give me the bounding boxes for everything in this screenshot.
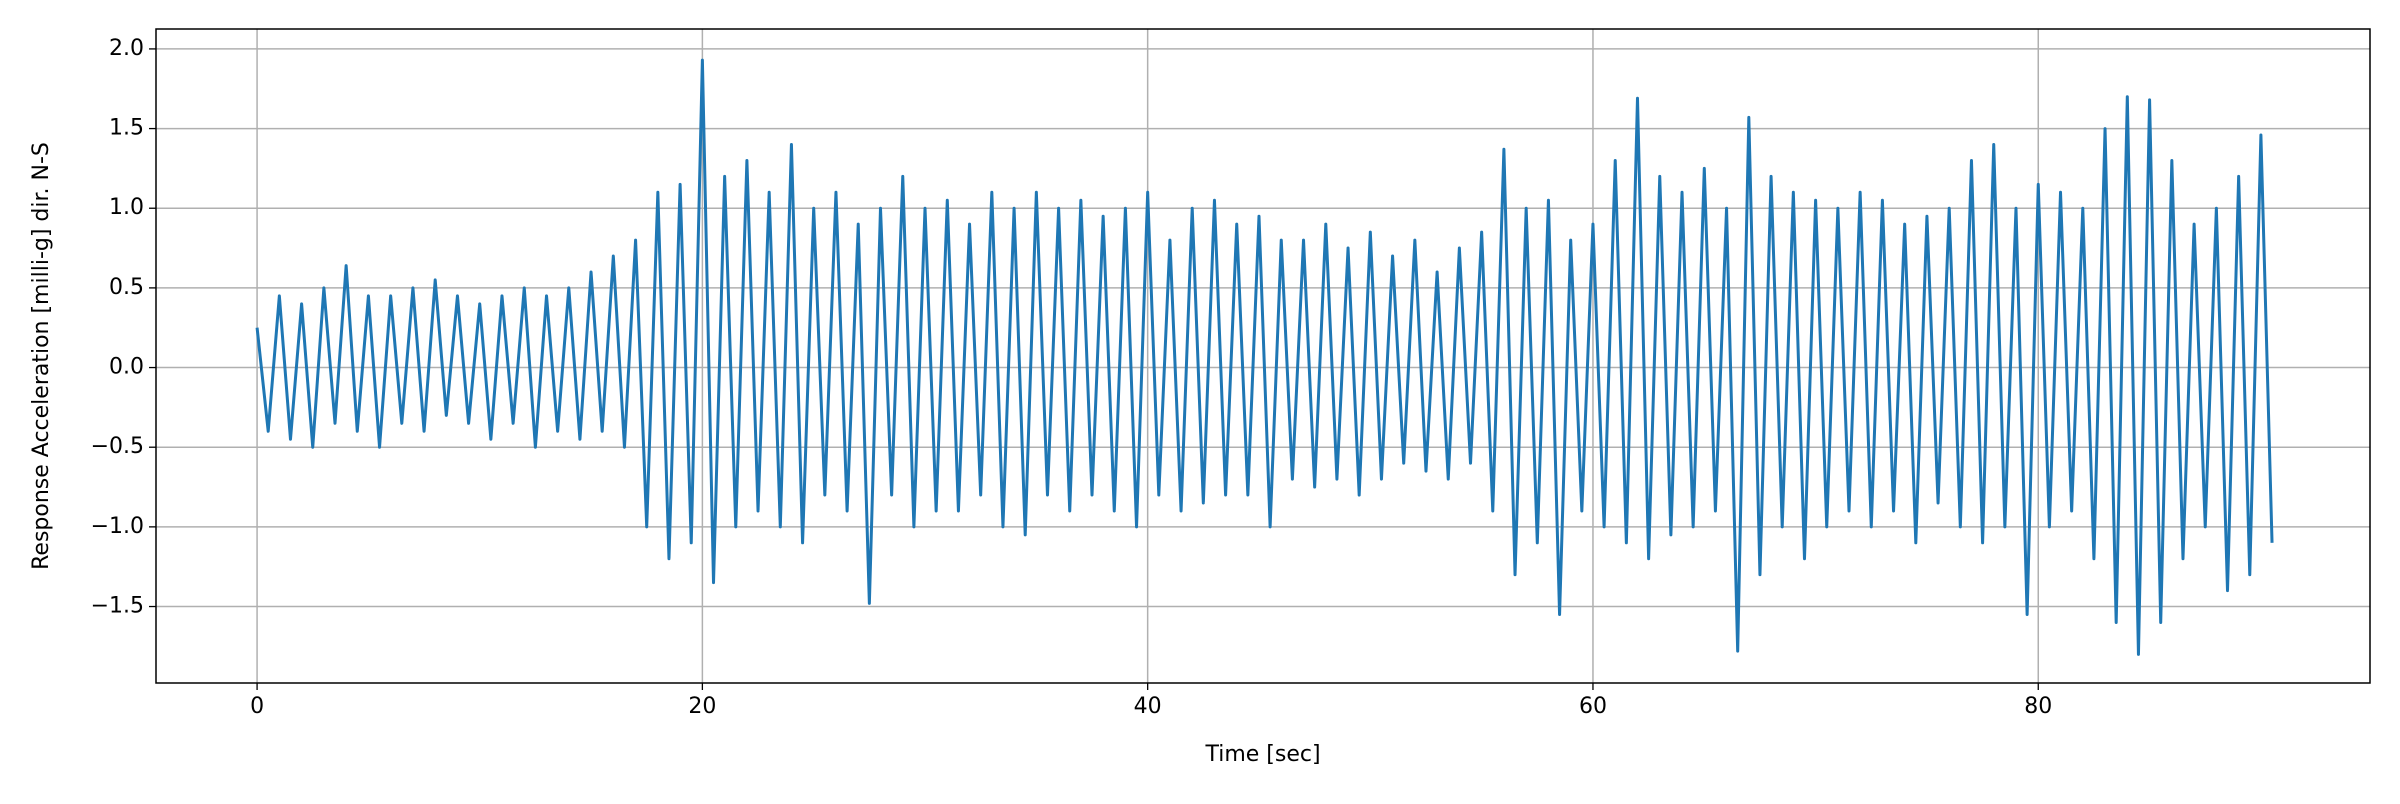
y-tick-label: 0.0 [109,355,144,380]
axes-frame [155,28,2371,684]
ticks: 0 20 40 60 80 −1.5 −1.0 −0.5 0.0 0.5 1.0 1.5 2.0 [91,36,2053,719]
x-tick-label: 80 [2024,694,2052,719]
x-tick-label: 20 [688,694,716,719]
y-tick-label: −1.0 [91,514,144,539]
x-axis-label: Time [sec] [1204,742,1320,767]
y-tick-label: −1.5 [91,594,144,619]
y-tick-label: 1.0 [109,195,144,220]
x-tick-label: 40 [1134,694,1162,719]
y-tick-label: 1.5 [109,116,144,141]
x-tick-label: 0 [250,694,264,719]
y-tick-label: −0.5 [91,434,144,459]
signal-line [255,58,2274,656]
y-tick-label: 0.5 [109,275,144,300]
y-axis-label: Response Acceleration [milli-g] dir. N-S [29,142,54,570]
y-tick-label: 2.0 [109,36,144,61]
x-tick-label: 60 [1579,694,1607,719]
plot-area [255,58,2274,656]
